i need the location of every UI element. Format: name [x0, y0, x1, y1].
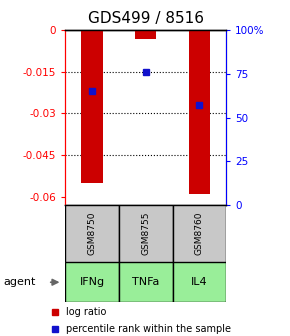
Bar [65, 262, 119, 302]
Text: GSM8755: GSM8755 [141, 212, 150, 255]
Bar [119, 205, 173, 262]
Bar [81, 30, 103, 183]
Text: IL4: IL4 [191, 277, 208, 287]
Text: GSM8750: GSM8750 [88, 212, 97, 255]
Bar [119, 262, 173, 302]
Bar [135, 30, 157, 39]
Title: GDS499 / 8516: GDS499 / 8516 [88, 11, 204, 26]
Text: GSM8760: GSM8760 [195, 212, 204, 255]
Bar [173, 205, 226, 262]
Bar [173, 262, 226, 302]
Text: IFNg: IFNg [79, 277, 105, 287]
Bar [189, 30, 210, 194]
Text: log ratio: log ratio [66, 307, 106, 317]
Text: percentile rank within the sample: percentile rank within the sample [66, 324, 231, 334]
Text: TNFa: TNFa [132, 277, 160, 287]
Text: agent: agent [3, 277, 35, 287]
Bar [65, 205, 119, 262]
